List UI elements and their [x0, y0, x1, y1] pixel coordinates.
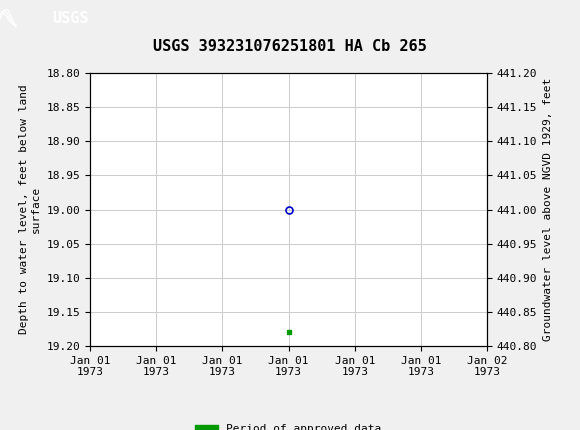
Y-axis label: Depth to water level, feet below land
surface: Depth to water level, feet below land su… — [19, 85, 41, 335]
Y-axis label: Groundwater level above NGVD 1929, feet: Groundwater level above NGVD 1929, feet — [543, 78, 553, 341]
Legend: Period of approved data: Period of approved data — [191, 420, 386, 430]
Text: USGS: USGS — [52, 12, 89, 26]
Text: USGS 393231076251801 HA Cb 265: USGS 393231076251801 HA Cb 265 — [153, 39, 427, 54]
